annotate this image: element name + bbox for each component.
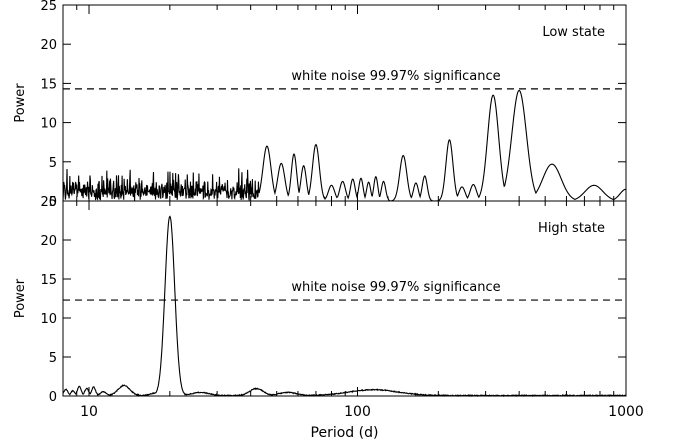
y-tick-label: 10 [40, 117, 57, 132]
y-tick-label: 10 [40, 312, 57, 327]
low-state-label: Low state [542, 25, 605, 40]
high-state-power-curve [62, 215, 627, 398]
y-tick-label: 0 [49, 390, 57, 405]
x-tick-label: 1000 [608, 404, 644, 420]
high-state-panel: 0 5 10 15 20 25 10 100 1000 High state white no… [13, 195, 644, 441]
low-state-x-ticks [62, 5, 627, 201]
low-state-significance-label: white noise 99.97% significance [291, 69, 500, 84]
y-tick-label: 15 [40, 77, 57, 92]
high-state-plot-frame [62, 200, 627, 397]
low-state-y-axis-label: Power [13, 83, 28, 123]
high-state-x-ticks: 10 100 1000 [62, 201, 644, 420]
low-state-y-ticks: 0 5 10 15 20 25 [40, 0, 626, 210]
high-state-y-ticks: 0 5 10 15 20 25 [40, 195, 626, 405]
x-tick-label: 10 [80, 404, 98, 420]
y-tick-label: 25 [40, 0, 57, 14]
y-tick-label: 15 [40, 273, 57, 288]
y-tick-label: 5 [49, 156, 57, 171]
high-state-y-axis-label: Power [13, 278, 28, 318]
high-state-significance-label: white noise 99.97% significance [291, 280, 500, 295]
y-tick-label: 25 [40, 195, 57, 210]
y-tick-label: 20 [40, 234, 57, 249]
y-tick-label: 20 [40, 38, 57, 53]
y-tick-label: 0 [49, 195, 57, 210]
low-state-panel: 0 5 10 15 20 25 Low state white noise 99.97% … [13, 0, 627, 210]
x-tick-label: 100 [344, 404, 371, 420]
y-tick-label: 5 [49, 351, 57, 366]
x-axis-label: Period (d) [311, 425, 379, 441]
low-state-power-curve [62, 89, 627, 202]
high-state-label: High state [538, 221, 605, 236]
